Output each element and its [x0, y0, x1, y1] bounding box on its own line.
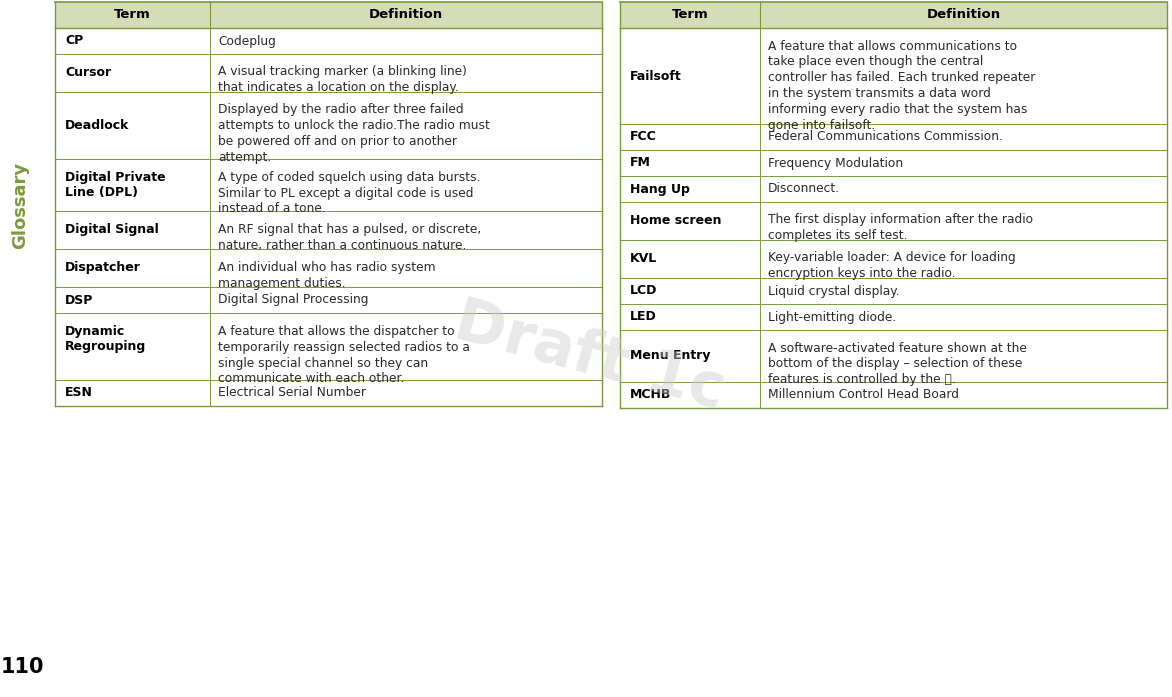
Text: Electrical Serial Number: Electrical Serial Number [218, 387, 366, 399]
Text: Key-variable loader: A device for loading
encryption keys into the radio.: Key-variable loader: A device for loadin… [768, 252, 1016, 280]
Text: Deadlock: Deadlock [64, 119, 129, 132]
Bar [55, 2, 602, 28]
Text: Cursor: Cursor [64, 66, 111, 79]
Text: LCD: LCD [631, 284, 657, 298]
Bar [55, 380, 602, 406]
Text: LED: LED [631, 310, 656, 323]
Bar [620, 278, 1167, 304]
Text: Definition: Definition [369, 8, 443, 22]
Text: Draft 1c: Draft 1c [448, 293, 731, 422]
Text: A visual tracking marker (a blinking line)
that indicates a location on the disp: A visual tracking marker (a blinking lin… [218, 66, 466, 95]
Text: Digital Private
Line (DPL): Digital Private Line (DPL) [64, 171, 165, 199]
Text: A feature that allows communications to
take place even though the central
contr: A feature that allows communications to … [768, 40, 1035, 132]
Text: Term: Term [114, 8, 151, 22]
Text: 110: 110 [0, 657, 43, 677]
Bar [620, 124, 1167, 150]
Text: Menu Entry: Menu Entry [631, 349, 710, 362]
Text: ESN: ESN [64, 387, 93, 399]
Bar [55, 211, 602, 249]
Text: Frequency Modulation: Frequency Modulation [768, 157, 904, 169]
Bar [620, 202, 1167, 240]
Text: Glossary: Glossary [11, 162, 29, 249]
Bar [55, 159, 602, 211]
Bar [55, 287, 602, 313]
Bar [620, 28, 1167, 124]
Text: Digital Signal Processing: Digital Signal Processing [218, 293, 368, 307]
Text: Disconnect.: Disconnect. [768, 183, 840, 195]
Text: FM: FM [631, 157, 650, 169]
Text: Codeplug: Codeplug [218, 34, 275, 47]
Text: Digital Signal: Digital Signal [64, 224, 158, 236]
Bar [620, 2, 1167, 28]
Bar [620, 240, 1167, 278]
Text: Federal Communications Commission.: Federal Communications Commission. [768, 130, 1003, 144]
Text: Home screen: Home screen [631, 215, 722, 227]
Text: The first display information after the radio
completes its self test.: The first display information after the … [768, 213, 1034, 243]
Text: KVL: KVL [631, 252, 657, 266]
Text: Definition: Definition [926, 8, 1001, 22]
Text: Millennium Control Head Board: Millennium Control Head Board [768, 388, 959, 401]
Text: Term: Term [672, 8, 708, 22]
Text: Hang Up: Hang Up [631, 183, 690, 195]
Bar [55, 54, 602, 92]
Text: DSP: DSP [64, 293, 94, 307]
Text: MCHB: MCHB [631, 388, 672, 401]
Bar [620, 150, 1167, 176]
Text: An RF signal that has a pulsed, or discrete,
nature, rather than a continuous na: An RF signal that has a pulsed, or discr… [218, 222, 482, 252]
Text: Dynamic
Regrouping: Dynamic Regrouping [64, 325, 146, 353]
Bar [55, 313, 602, 380]
Bar [620, 330, 1167, 382]
Bar [620, 382, 1167, 408]
Bar [620, 304, 1167, 330]
Text: A feature that allows the dispatcher to
temporarily reassign selected radios to : A feature that allows the dispatcher to … [218, 325, 470, 385]
Text: Displayed by the radio after three failed
attempts to unlock the radio.The radio: Displayed by the radio after three faile… [218, 103, 490, 164]
Text: A software-activated feature shown at the
bottom of the display – selection of t: A software-activated feature shown at th… [768, 342, 1027, 387]
Text: Dispatcher: Dispatcher [64, 261, 141, 275]
Bar [55, 92, 602, 159]
Text: Failsoft: Failsoft [631, 70, 682, 82]
Text: A type of coded squelch using data bursts.
Similar to PL except a digital code i: A type of coded squelch using data burst… [218, 171, 481, 215]
Text: FCC: FCC [631, 130, 656, 144]
Text: Liquid crystal display.: Liquid crystal display. [768, 284, 900, 298]
Text: CP: CP [64, 34, 83, 47]
Bar [55, 28, 602, 54]
Text: An individual who has radio system
management duties.: An individual who has radio system manag… [218, 261, 436, 289]
Bar [55, 249, 602, 287]
Text: Light-emitting diode.: Light-emitting diode. [768, 310, 897, 323]
Bar [620, 176, 1167, 202]
